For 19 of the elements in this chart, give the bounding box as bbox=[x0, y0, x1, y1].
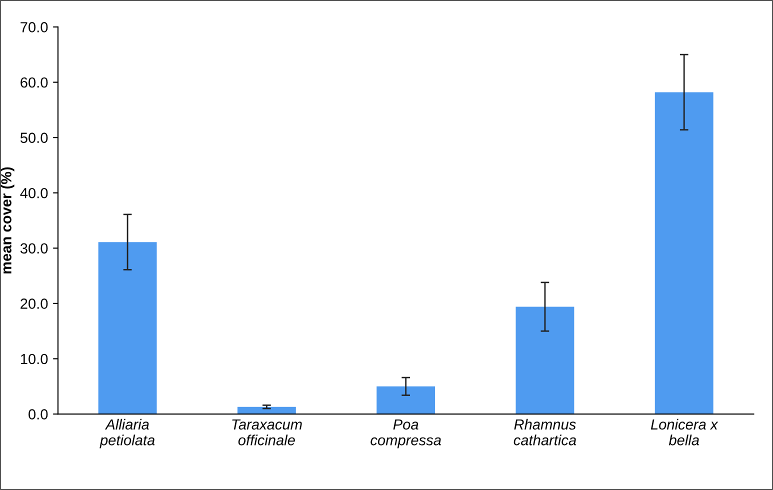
bar bbox=[98, 242, 157, 414]
bar bbox=[237, 406, 296, 414]
y-axis-title: mean cover (%) bbox=[0, 167, 14, 274]
y-tick-label: 70.0 bbox=[20, 22, 48, 32]
y-tick-label: 50.0 bbox=[20, 132, 48, 143]
x-tick-label: Poa compressa bbox=[370, 419, 441, 448]
y-tick-label: 0.0 bbox=[28, 409, 48, 420]
y-tick-label: 40.0 bbox=[20, 188, 48, 198]
x-tick-label: Lonicera x bella bbox=[650, 418, 718, 446]
y-tick-label: 30.0 bbox=[20, 243, 48, 254]
y-tick-label: 60.0 bbox=[20, 77, 48, 88]
bar bbox=[376, 386, 436, 414]
x-tick-label: Alliaria petiolata bbox=[100, 418, 155, 448]
y-tick-label: 20.0 bbox=[20, 298, 48, 309]
x-tick-label: Taraxacum officinale bbox=[232, 419, 302, 446]
x-tick-label: Rhamnus cathartica bbox=[514, 418, 576, 446]
y-tick-label: 10.0 bbox=[20, 354, 48, 364]
bar bbox=[516, 306, 574, 414]
bar bbox=[654, 92, 714, 414]
